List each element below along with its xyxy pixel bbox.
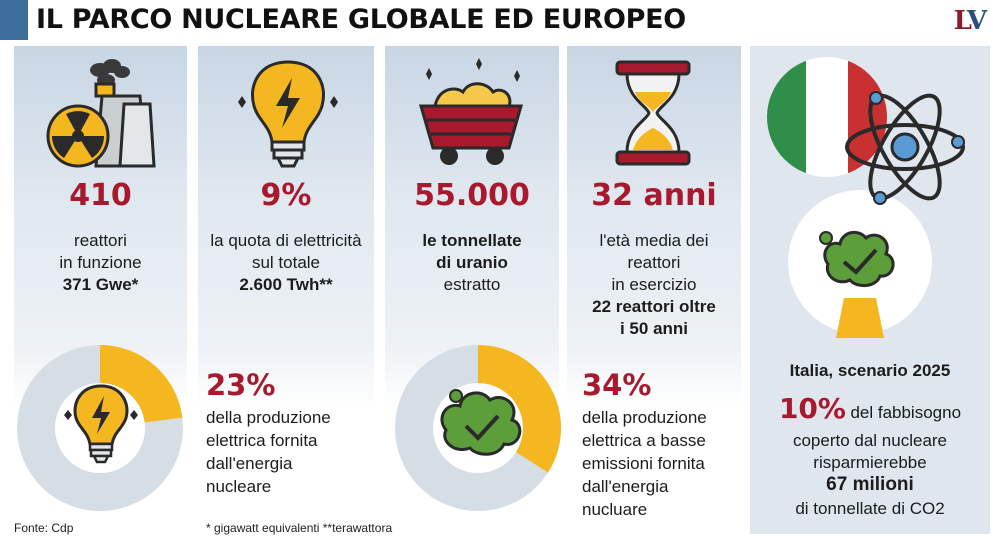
italy-pct-line: 10% del fabbisogno	[750, 392, 990, 425]
italy-text4: 67 milioni	[826, 474, 914, 495]
donut2-pct: 34%	[582, 368, 652, 402]
italy-text3: risparmierebbe	[813, 453, 927, 472]
italy-pct: 10%	[778, 392, 846, 425]
title-accent-bar	[0, 0, 28, 40]
italy-text1: del fabbisogno	[850, 403, 962, 422]
uranium-line1: le tonnellate	[422, 231, 522, 250]
panel-reactor-age: 32 anni l'età media dei reattori in eser…	[567, 46, 741, 534]
co2-cloud-icon	[440, 389, 522, 456]
age-line2: reattori	[627, 253, 681, 272]
footnote: * gigawatt equivalenti **terawattora	[206, 521, 393, 535]
header: IL PARCO NUCLEARE GLOBALE ED EUROPEO LV	[0, 0, 993, 44]
donut2-desc1: della produzione	[582, 408, 707, 427]
donut1-segment	[99, 345, 183, 424]
reactors-line1: reattori	[74, 231, 127, 250]
electricity-share-line1: la quota di elettricità	[210, 231, 362, 250]
italy-text5: di tonnellate di CO2	[795, 499, 945, 518]
donut2-desc4: dall'energia	[582, 477, 669, 496]
electricity-share-pct: 9%	[260, 178, 312, 213]
reactors-capacity: 371 Gwe*	[62, 275, 139, 294]
donut2-desc2: elettrica a basse	[582, 431, 706, 450]
hourglass-icon	[615, 60, 691, 166]
italy-text2: coperto dal nucleare	[792, 431, 948, 450]
donut1-desc1: della produzione	[206, 408, 331, 427]
page-title: IL PARCO NUCLEARE GLOBALE ED EUROPEO	[36, 4, 686, 35]
electricity-total: 2.600 Twh**	[239, 275, 333, 294]
publication-logo: LV	[953, 6, 987, 36]
age-line5: i 50 anni	[619, 319, 689, 338]
italy-heading: Italia, scenario 2025	[789, 361, 951, 380]
donut1-pct: 23%	[206, 368, 276, 402]
reactors-line2: in funzione	[59, 253, 142, 272]
panel-electricity-share: 9% la quota di elettricità sul totale 2.…	[198, 46, 374, 534]
lightbulb-icon	[238, 60, 338, 168]
uranium-tonnes: 55.000	[414, 178, 530, 213]
average-age: 32 anni	[591, 178, 717, 213]
donut2-desc3: emissioni fornita	[582, 454, 705, 473]
atom-icon	[845, 91, 965, 205]
donut1-desc2: elettrica fornita	[206, 431, 318, 450]
donut2-desc5: nucluare	[582, 500, 648, 519]
donut2-segment	[477, 345, 561, 473]
source-note: Fonte: Cdp	[14, 521, 74, 535]
uranium-line2: di uranio	[436, 253, 508, 272]
age-line3: in esercizio	[611, 275, 697, 294]
reactors-count: 410	[69, 178, 132, 213]
lightbulb-icon	[64, 384, 138, 464]
co2-cloud-icon	[788, 190, 932, 338]
uranium-line3: estratto	[443, 275, 501, 294]
donut-chart-23	[17, 345, 183, 511]
age-line1: l'età media dei	[599, 231, 709, 250]
age-line4: 22 reattori oltre	[592, 297, 716, 316]
donut1-desc3: dall'energia	[206, 454, 293, 473]
uranium-cart-icon	[419, 58, 523, 165]
panel-italy: Italia, scenario 2025 10% del fabbisogno…	[750, 46, 990, 534]
donut1-desc4: nucleare	[206, 477, 272, 496]
nuclear-plant-icon	[46, 59, 156, 168]
donut-chart-34	[395, 345, 561, 511]
electricity-share-line2: sul totale	[251, 253, 321, 272]
